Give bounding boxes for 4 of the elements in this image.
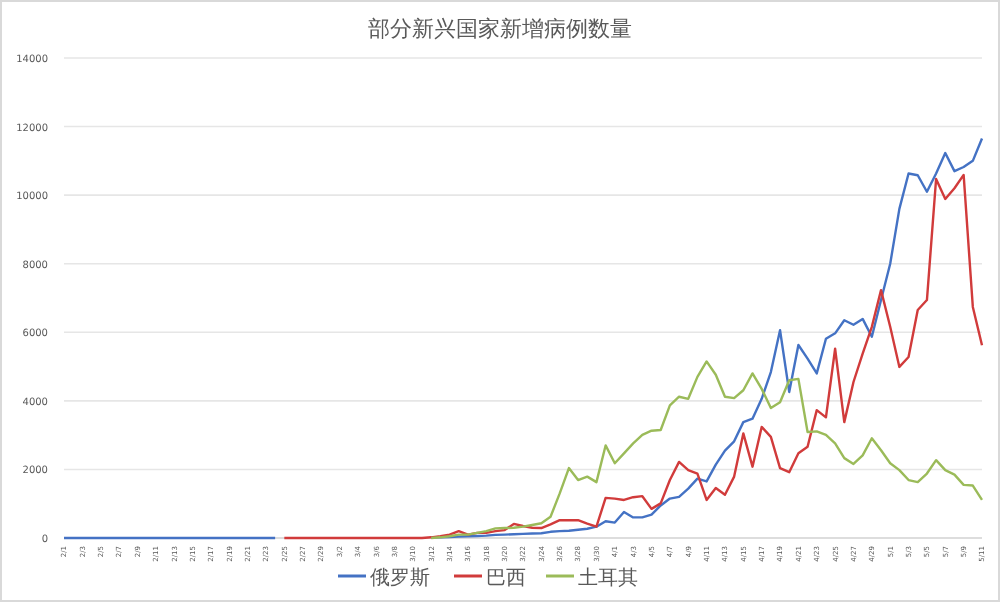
title: 部分新兴国家新增病例数量	[368, 16, 632, 42]
legend-label: 土耳其	[578, 566, 638, 590]
legend-label: 俄罗斯	[370, 566, 430, 590]
legend-label: 巴西	[486, 568, 526, 590]
